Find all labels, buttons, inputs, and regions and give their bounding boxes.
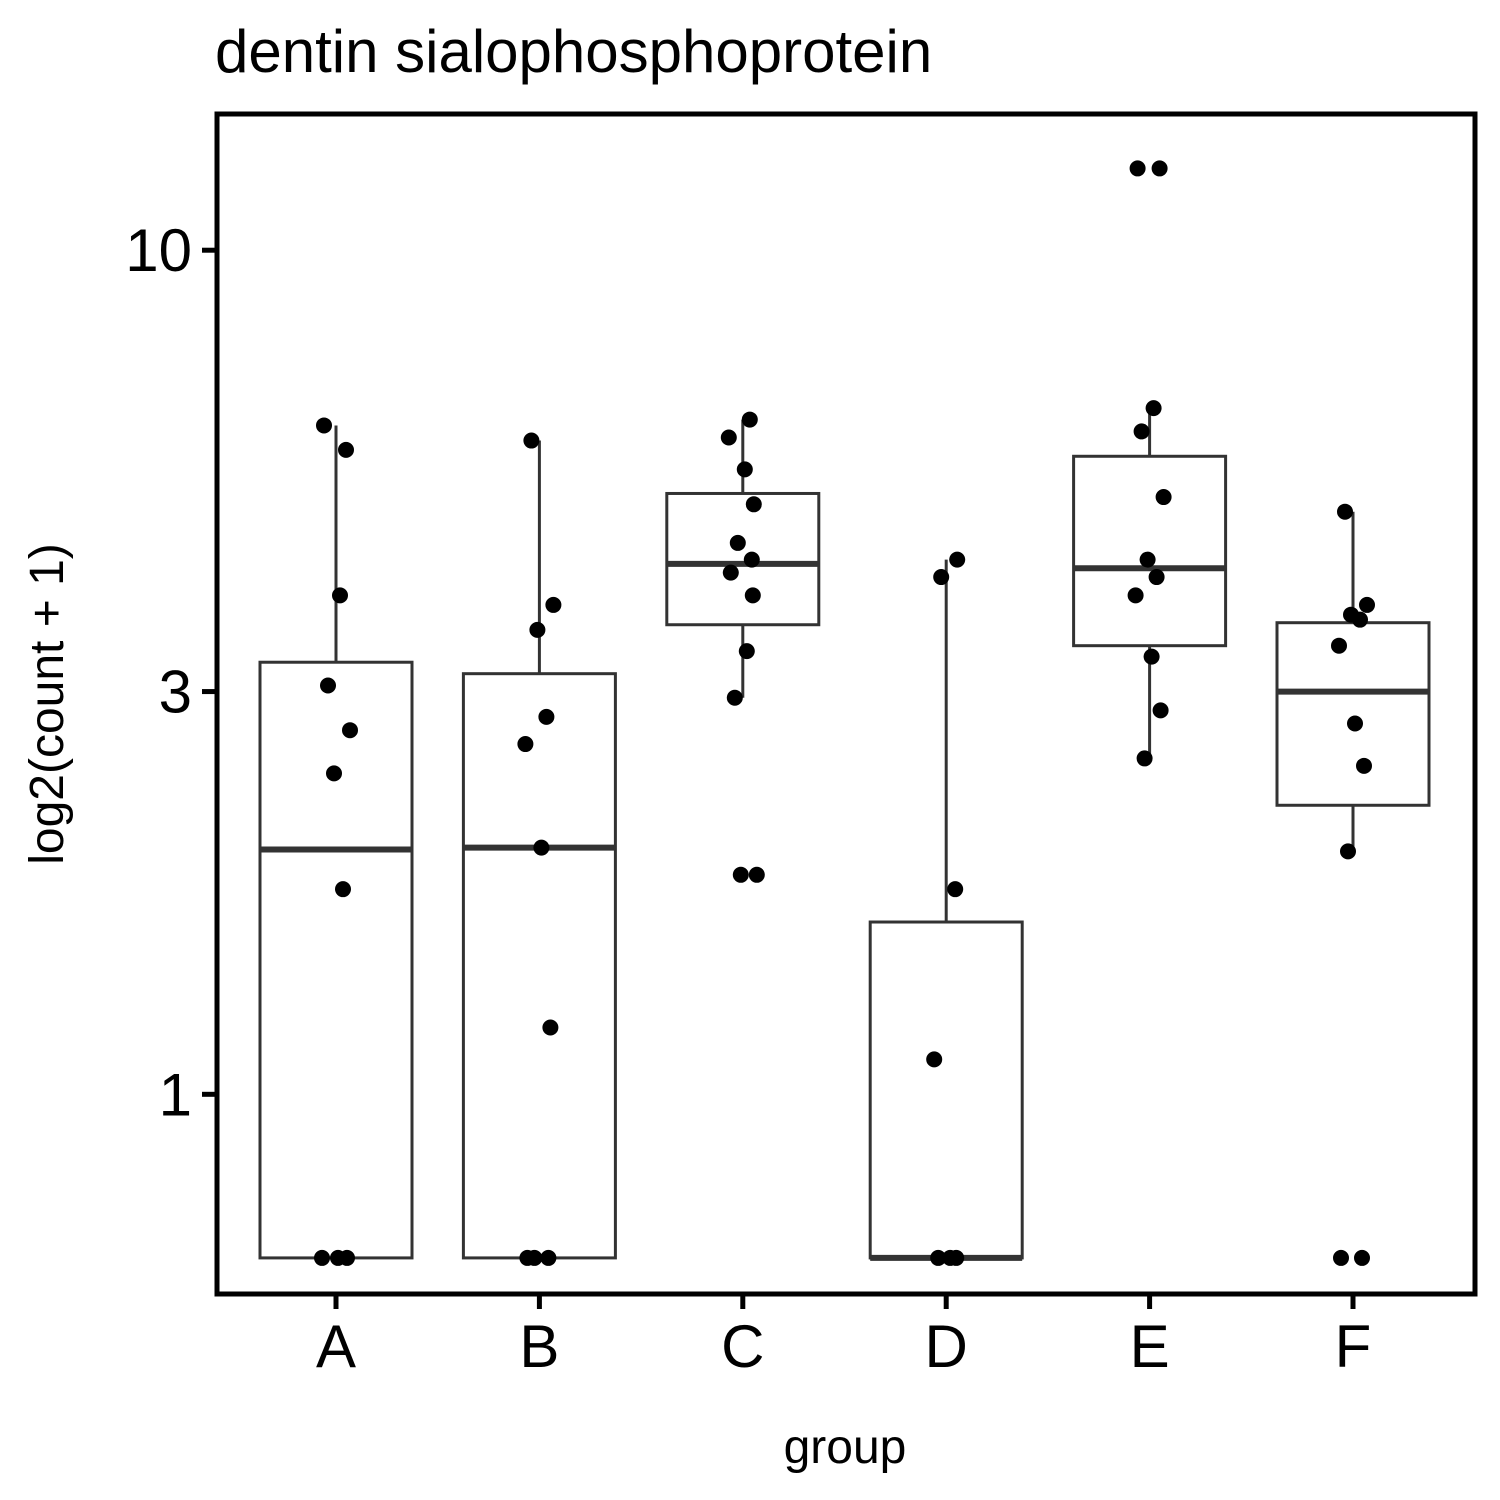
- data-point: [1356, 757, 1372, 774]
- data-point: [1347, 715, 1363, 732]
- data-point: [332, 587, 348, 604]
- data-point: [540, 1249, 557, 1266]
- data-point: [736, 461, 753, 478]
- data-point: [729, 534, 746, 551]
- box-group-b: [461, 432, 617, 1266]
- data-point: [533, 839, 550, 856]
- x-tick-label: A: [316, 1313, 356, 1380]
- data-point: [517, 736, 534, 753]
- y-tick-label: 10: [125, 217, 192, 284]
- x-tick-label: B: [519, 1313, 559, 1380]
- axis-layer: 1 3 10 A B C D E F: [125, 217, 1371, 1380]
- box-iqr: [1275, 621, 1431, 807]
- data-point: [942, 1249, 959, 1266]
- data-point: [1340, 843, 1356, 860]
- box-group-d: [868, 551, 1024, 1266]
- data-point: [1143, 648, 1160, 665]
- data-point: [1155, 489, 1172, 506]
- data-point: [1145, 400, 1162, 417]
- box-group-c: [665, 411, 821, 883]
- data-point: [342, 722, 358, 739]
- data-point: [1129, 160, 1146, 177]
- box-iqr: [258, 660, 414, 1260]
- data-point: [1359, 596, 1375, 613]
- box-iqr: [868, 920, 1024, 1260]
- data-point: [529, 621, 546, 638]
- data-point: [947, 881, 964, 898]
- data-point: [1354, 1249, 1370, 1266]
- data-point: [745, 496, 762, 513]
- data-point: [523, 432, 540, 449]
- data-point: [545, 596, 562, 613]
- data-point: [326, 765, 342, 782]
- plot-layer: [258, 160, 1431, 1266]
- data-point: [1331, 637, 1347, 654]
- data-point: [744, 587, 761, 604]
- data-point: [738, 643, 755, 660]
- data-point: [1127, 587, 1144, 604]
- data-point: [1152, 702, 1169, 719]
- data-point: [542, 1019, 559, 1036]
- data-point: [1148, 569, 1165, 586]
- box-group-f: [1275, 503, 1431, 1266]
- x-tick-label: C: [721, 1313, 764, 1380]
- y-axis-title: log2(count + 1): [21, 543, 74, 865]
- data-point: [741, 411, 758, 428]
- data-point: [316, 417, 332, 434]
- data-point: [720, 429, 737, 446]
- data-point: [722, 564, 739, 581]
- data-point: [538, 708, 555, 725]
- data-point: [1139, 551, 1156, 568]
- data-point: [335, 881, 351, 898]
- data-point: [748, 866, 765, 883]
- data-point: [949, 551, 966, 568]
- box-iqr: [461, 672, 617, 1260]
- data-point: [732, 866, 749, 883]
- box-iqr: [665, 491, 821, 627]
- data-point: [1151, 160, 1168, 177]
- x-axis-title: group: [784, 1421, 907, 1474]
- chart-title: dentin sialophosphoprotein: [215, 18, 932, 85]
- plot-panel-border: [214, 111, 1478, 1297]
- data-point: [1352, 611, 1368, 628]
- data-point: [314, 1249, 330, 1266]
- box-iqr: [1072, 454, 1228, 648]
- data-point: [519, 1249, 536, 1266]
- x-tick-label: E: [1130, 1313, 1170, 1380]
- data-point: [338, 441, 354, 458]
- box-group-a: [258, 417, 414, 1266]
- data-point: [1136, 750, 1153, 767]
- data-point: [743, 551, 760, 568]
- data-point: [1133, 423, 1150, 440]
- data-point: [930, 1249, 947, 1266]
- box-group-e: [1072, 160, 1228, 767]
- y-tick-label: 3: [159, 659, 192, 726]
- data-point: [339, 1249, 355, 1266]
- y-tick-label: 1: [159, 1061, 192, 1128]
- data-point: [1337, 503, 1353, 520]
- data-point: [933, 569, 950, 586]
- x-tick-label: F: [1335, 1313, 1372, 1380]
- data-point: [726, 689, 743, 706]
- data-point: [1333, 1249, 1349, 1266]
- data-point: [926, 1051, 943, 1068]
- data-point: [320, 677, 336, 694]
- x-tick-label: D: [925, 1313, 968, 1380]
